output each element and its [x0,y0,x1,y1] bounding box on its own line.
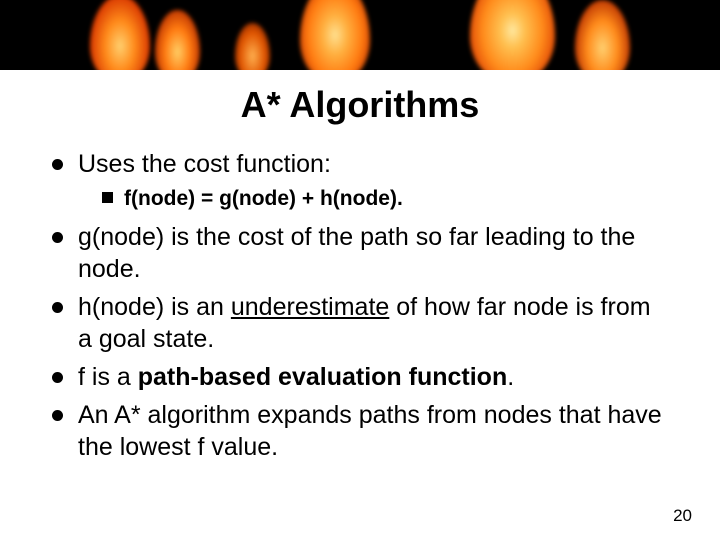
page-number: 20 [673,506,692,526]
sub-bullet-list: f(node) = g(node) + h(node). [78,186,670,213]
bullet-text: Uses the cost function: [78,150,331,178]
sub-bullet-item: f(node) = g(node) + h(node). [102,186,670,213]
flame-decoration [235,23,270,70]
bullet-text-pre: f is a [78,363,138,391]
slide: A* Algorithms Uses the cost function: f(… [0,0,720,540]
bullet-text-bold: path-based evaluation function [138,363,507,391]
bullet-text: g(node) is the cost of the path so far l… [78,223,635,283]
bullet-item: An A* algorithm expands paths from nodes… [50,399,670,463]
bullet-list: Uses the cost function: f(node) = g(node… [50,148,670,463]
banner-image [0,0,720,70]
bullet-item: Uses the cost function: f(node) = g(node… [50,148,670,213]
flame-decoration [155,10,200,70]
bullet-item: g(node) is the cost of the path so far l… [50,221,670,285]
bullet-text-underline: underestimate [231,293,389,321]
bullet-item: h(node) is an underestimate of how far n… [50,291,670,355]
flame-decoration [300,0,370,70]
slide-body: Uses the cost function: f(node) = g(node… [0,126,720,463]
sub-bullet-text: f(node) = g(node) + h(node). [124,187,403,210]
slide-title: A* Algorithms [0,84,720,126]
bullet-text-pre: h(node) is an [78,293,231,321]
bullet-text: An A* algorithm expands paths from nodes… [78,401,662,461]
bullet-text-post: . [507,363,514,391]
bullet-item: f is a path-based evaluation function. [50,361,670,393]
flame-decoration [470,0,555,70]
flame-decoration [575,0,630,70]
flame-decoration [90,0,150,70]
